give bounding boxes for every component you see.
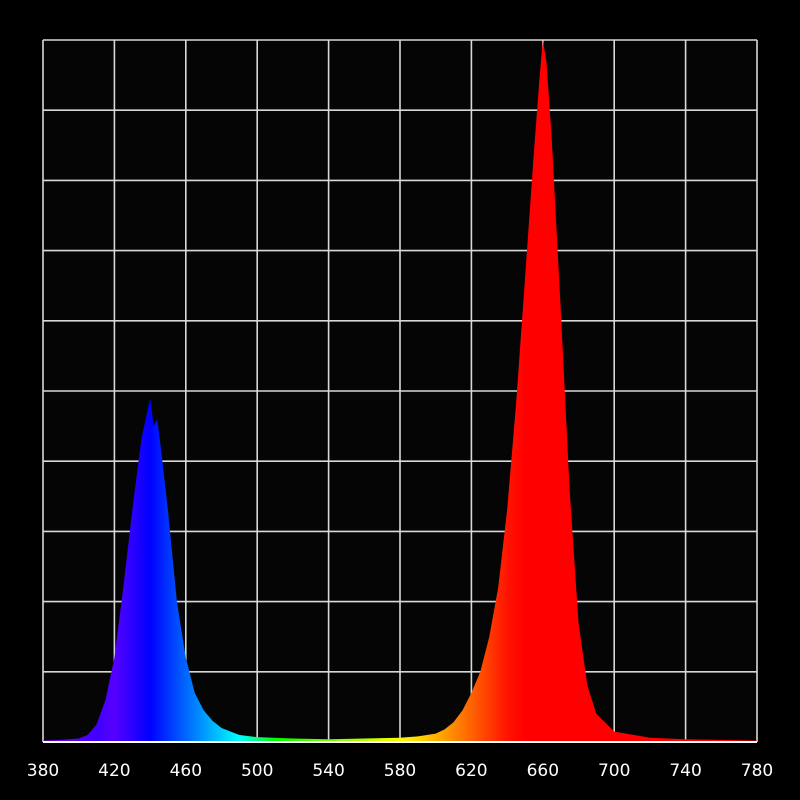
x-tick-label-620: 620 xyxy=(455,761,487,781)
x-tick-label-380: 380 xyxy=(27,761,59,781)
x-tick-label-580: 580 xyxy=(384,761,416,781)
x-tick-label-700: 700 xyxy=(598,761,630,781)
spectrum-area-group xyxy=(43,40,757,742)
x-tick-label-460: 460 xyxy=(170,761,202,781)
x-tick-label-500: 500 xyxy=(241,761,273,781)
x-tick-label-660: 660 xyxy=(527,761,559,781)
x-tick-label-420: 420 xyxy=(98,761,130,781)
x-tick-label-540: 540 xyxy=(312,761,344,781)
x-tick-label-780: 780 xyxy=(741,761,773,781)
spectrum-area xyxy=(43,40,757,742)
x-tick-label-740: 740 xyxy=(669,761,701,781)
x-tick-labels: 380 420 460 500 540 580 620 660 700 740 780 xyxy=(27,761,773,781)
